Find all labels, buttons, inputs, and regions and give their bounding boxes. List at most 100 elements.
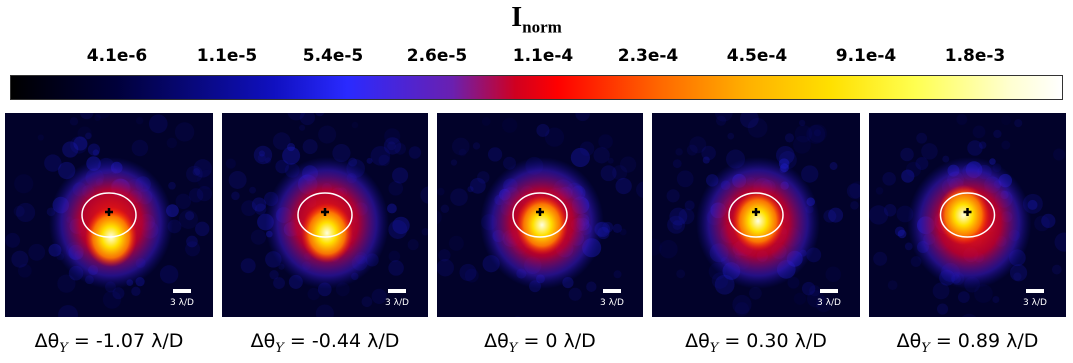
star-cross bbox=[105, 208, 113, 216]
speckle bbox=[514, 315, 521, 317]
speckle bbox=[613, 270, 622, 279]
speckle bbox=[332, 143, 351, 163]
speckle bbox=[464, 268, 479, 283]
speckle bbox=[37, 134, 44, 141]
speckle bbox=[184, 211, 195, 221]
speckle bbox=[102, 290, 122, 309]
speckle bbox=[882, 171, 896, 186]
speckle bbox=[732, 294, 752, 315]
speckle bbox=[734, 302, 750, 317]
speckle bbox=[448, 235, 464, 251]
speckle bbox=[287, 113, 306, 121]
speckle bbox=[967, 140, 983, 156]
speckle bbox=[659, 239, 678, 259]
speckle bbox=[131, 139, 149, 157]
speckle bbox=[5, 232, 21, 248]
caption-subscript: Y bbox=[275, 340, 284, 356]
speckle bbox=[450, 188, 468, 206]
fov-ellipse bbox=[81, 192, 137, 238]
speckle bbox=[459, 263, 477, 281]
speckle bbox=[11, 250, 29, 268]
speckle bbox=[956, 114, 968, 125]
speckle bbox=[251, 197, 267, 212]
speckle bbox=[875, 187, 884, 195]
colorbar-tick-label: 9.1e-4 bbox=[835, 46, 897, 66]
psf-image: 3 λ/D bbox=[222, 113, 428, 317]
speckle bbox=[250, 229, 267, 245]
speckle bbox=[13, 205, 25, 217]
speckle bbox=[273, 277, 285, 290]
speckle bbox=[598, 134, 613, 149]
speckle bbox=[916, 132, 928, 144]
speckle bbox=[806, 290, 825, 308]
speckle bbox=[196, 186, 213, 202]
core bbox=[937, 185, 990, 245]
speckle bbox=[686, 144, 698, 156]
speckle bbox=[451, 137, 470, 156]
speckle bbox=[420, 186, 428, 204]
star-cross bbox=[963, 208, 972, 216]
caption-subscript: Y bbox=[59, 340, 68, 356]
speckle bbox=[849, 181, 860, 200]
speckle bbox=[714, 113, 733, 122]
speckle bbox=[672, 159, 682, 169]
colorbar-tick-label: 5.4e-5 bbox=[302, 46, 364, 66]
speckle bbox=[829, 162, 838, 170]
colorbar-tick-label: 2.3e-4 bbox=[617, 46, 679, 66]
speckle bbox=[85, 132, 92, 140]
speckle bbox=[388, 250, 401, 263]
speckle bbox=[992, 296, 1000, 304]
speckle bbox=[269, 270, 279, 280]
panel-caption: ΔθY = 0.30 λ/D bbox=[685, 330, 827, 356]
speckle bbox=[69, 117, 79, 126]
speckle bbox=[784, 133, 795, 143]
colorbar-title: Inorm bbox=[0, 2, 1073, 38]
speckle bbox=[615, 177, 632, 195]
speckle bbox=[900, 147, 914, 162]
psf-image: 3 λ/D bbox=[869, 113, 1066, 317]
speckle bbox=[440, 204, 450, 214]
speckle bbox=[87, 143, 101, 156]
speckle bbox=[869, 205, 889, 225]
panel-caption: ΔθY = 0 λ/D bbox=[484, 330, 596, 356]
speckle bbox=[715, 115, 727, 126]
speckle bbox=[905, 161, 922, 178]
speckle bbox=[240, 258, 256, 274]
caption-symbol: Δθ bbox=[250, 330, 276, 352]
speckle bbox=[188, 188, 204, 203]
speckle bbox=[1014, 119, 1023, 128]
caption-subscript: Y bbox=[709, 340, 719, 356]
speckle bbox=[73, 136, 88, 151]
caption-value: = 0.30 λ/D bbox=[724, 330, 827, 352]
speckle bbox=[286, 143, 296, 152]
speckle bbox=[1001, 140, 1011, 150]
speckle bbox=[384, 128, 401, 145]
scale-bar-label: 3 λ/D bbox=[170, 298, 194, 308]
speckle bbox=[467, 186, 474, 193]
fov-ellipse bbox=[297, 192, 353, 238]
speckle bbox=[77, 126, 92, 141]
scale-bar bbox=[820, 289, 838, 293]
speckle bbox=[579, 141, 595, 156]
speckle bbox=[806, 124, 826, 144]
star-cross bbox=[752, 208, 760, 216]
speckle bbox=[437, 258, 455, 277]
speckle bbox=[850, 201, 859, 210]
colorbar-tick-label: 4.1e-6 bbox=[86, 46, 148, 66]
speckle bbox=[315, 304, 334, 317]
speckle bbox=[652, 230, 654, 238]
panel-caption: ΔθY = -0.44 λ/D bbox=[251, 330, 400, 356]
speckle bbox=[652, 238, 663, 256]
colorbar-tick-label: 2.6e-5 bbox=[406, 46, 468, 66]
speckle bbox=[366, 157, 373, 164]
speckle bbox=[178, 209, 198, 230]
scale-bar bbox=[388, 289, 406, 293]
speckle bbox=[536, 123, 550, 137]
speckle bbox=[974, 284, 993, 303]
speckle bbox=[636, 181, 643, 199]
speckle bbox=[544, 127, 565, 147]
speckle bbox=[915, 157, 929, 171]
speckle bbox=[669, 207, 688, 226]
panel-caption: ΔθY = -1.07 λ/D bbox=[35, 330, 184, 356]
title-main: I bbox=[511, 2, 523, 33]
